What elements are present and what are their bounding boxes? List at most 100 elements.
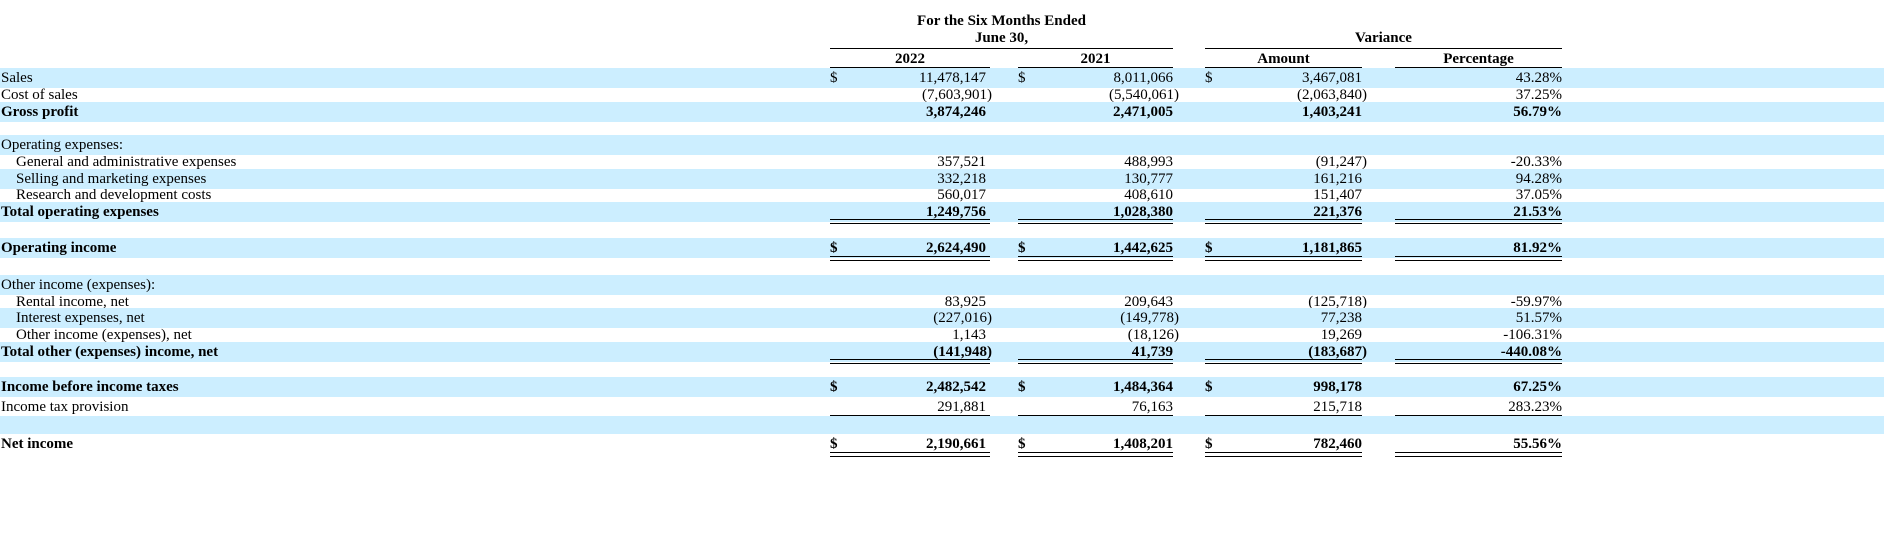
col-header-2022: 2022 <box>895 51 925 67</box>
value-amount: (125,718) <box>1308 294 1367 310</box>
col-percentage-rule <box>1395 67 1562 68</box>
value-amount: 151,407 <box>1313 187 1362 203</box>
value-amount: 19,269 <box>1320 327 1362 343</box>
value-2022: (7,603,901) <box>922 87 992 103</box>
total-double-rule <box>830 256 990 261</box>
value-2021: 1,028,380 <box>1113 204 1173 220</box>
period-header-line1: For the Six Months Ended <box>917 13 1086 29</box>
total-double-rule <box>1018 359 1173 364</box>
value-2022: 560,017 <box>937 187 986 203</box>
table-row-tax-provision: Income tax provision 291,881 76,163 215,… <box>0 397 1884 417</box>
value-2021: 8,011,066 <box>1113 70 1173 86</box>
total-double-rule <box>1018 452 1173 457</box>
value-amount: (91,247) <box>1315 154 1367 170</box>
table-row-total-other: Total other (expenses) income, net (141,… <box>0 342 1884 362</box>
row-label: Research and development costs <box>16 187 212 203</box>
total-double-rule <box>1205 256 1362 261</box>
total-double-rule <box>1395 452 1562 457</box>
value-2022: 1,249,756 <box>926 204 986 220</box>
value-amount: 3,467,081 <box>1302 70 1362 86</box>
value-percentage: 55.56% <box>1513 436 1562 452</box>
value-2022: 2,624,490 <box>926 240 986 256</box>
col-header-percentage: Percentage <box>1443 51 1514 67</box>
value-percentage: 21.53% <box>1513 204 1562 220</box>
value-percentage: 43.28% <box>1515 70 1562 86</box>
value-2021: 1,408,201 <box>1113 436 1173 452</box>
total-double-rule <box>1205 359 1362 364</box>
subtotal-rule-2021 <box>1018 415 1173 416</box>
value-2022: 1,143 <box>952 327 986 343</box>
value-percentage: 81.92% <box>1513 240 1562 256</box>
col-2022-rule <box>830 67 990 68</box>
row-label: Income tax provision <box>1 399 129 415</box>
value-amount: 221,376 <box>1313 204 1362 220</box>
value-2021: 2,471,005 <box>1113 104 1173 120</box>
total-double-rule <box>830 359 990 364</box>
value-2021: 1,442,625 <box>1113 240 1173 256</box>
currency-sign: $ <box>1018 436 1026 452</box>
row-label: Income before income taxes <box>1 379 179 395</box>
table-row-total-operating-expenses: Total operating expenses 1,249,756 1,028… <box>0 202 1884 222</box>
section-header-operating-expenses: Operating expenses: <box>0 135 1884 155</box>
value-2021: 488,993 <box>1124 154 1173 170</box>
value-amount: 1,403,241 <box>1302 104 1362 120</box>
value-2022: 3,874,246 <box>926 104 986 120</box>
section-header-other-income: Other income (expenses): <box>0 275 1884 295</box>
value-percentage: 67.25% <box>1513 379 1562 395</box>
subtotal-rule-percentage <box>1395 415 1562 416</box>
spacer-row <box>0 416 1884 434</box>
currency-sign: $ <box>830 436 838 452</box>
value-2022: 83,925 <box>944 294 986 310</box>
value-2022: 332,218 <box>937 171 986 187</box>
table-row-gross-profit: Gross profit 3,874,246 2,471,005 1,403,2… <box>0 102 1884 122</box>
total-double-rule <box>1018 256 1173 261</box>
subtotal-rule-2022 <box>830 415 990 416</box>
table-row-income-before-taxes: Income before income taxes $ 2,482,542 $… <box>0 377 1884 397</box>
table-row-net-income: Net income $ 2,190,661 $ 1,408,201 $ 782… <box>0 434 1884 454</box>
value-amount: (183,687) <box>1308 344 1367 360</box>
value-amount: 77,238 <box>1320 310 1362 326</box>
value-2021: (149,778) <box>1120 310 1179 326</box>
variance-header-rule <box>1205 48 1562 49</box>
col-header-2021: 2021 <box>1080 51 1111 67</box>
value-amount: 161,216 <box>1313 171 1362 187</box>
table-row-selling-marketing: Selling and marketing expenses 332,218 1… <box>0 169 1884 189</box>
value-amount: (2,063,840) <box>1297 87 1367 103</box>
row-label: Cost of sales <box>1 87 78 103</box>
row-label: Gross profit <box>1 104 79 120</box>
total-double-rule <box>1205 452 1362 457</box>
col-amount-rule <box>1205 67 1362 68</box>
value-percentage: 94.28% <box>1515 171 1562 187</box>
row-label: Other income (expenses), net <box>16 327 192 343</box>
value-percentage: 283.23% <box>1508 399 1562 415</box>
total-double-rule <box>1395 256 1562 261</box>
value-percentage: -59.97% <box>1510 294 1562 310</box>
total-double-rule <box>830 219 990 224</box>
currency-sign: $ <box>1205 70 1213 86</box>
value-percentage: 37.25% <box>1515 87 1562 103</box>
table-row-interest-expenses: Interest expenses, net (227,016) (149,77… <box>0 308 1884 328</box>
total-double-rule <box>830 452 990 457</box>
value-2022: 11,478,147 <box>919 70 986 86</box>
value-amount: 782,460 <box>1313 436 1362 452</box>
period-header-rule <box>830 48 1173 49</box>
value-percentage: 37.05% <box>1515 187 1562 203</box>
total-double-rule <box>1395 359 1562 364</box>
currency-sign: $ <box>1018 70 1026 86</box>
row-label: Operating expenses: <box>1 137 124 153</box>
total-double-rule <box>1395 219 1562 224</box>
row-label: Interest expenses, net <box>16 310 145 326</box>
value-2021: 41,739 <box>1131 344 1173 360</box>
value-2021: 1,484,364 <box>1113 379 1173 395</box>
currency-sign: $ <box>1205 436 1213 452</box>
table-row-general-administrative: General and administrative expenses 357,… <box>0 152 1884 172</box>
value-percentage: -106.31% <box>1503 327 1562 343</box>
currency-sign: $ <box>830 379 838 395</box>
currency-sign: $ <box>1018 379 1026 395</box>
value-percentage: 51.57% <box>1515 310 1562 326</box>
value-2022: 2,482,542 <box>926 379 986 395</box>
value-percentage: -20.33% <box>1510 154 1562 170</box>
table-row-cost-of-sales: Cost of sales (7,603,901) (5,540,061) (2… <box>0 85 1884 105</box>
row-label: Total operating expenses <box>1 204 159 220</box>
row-label: Rental income, net <box>16 294 129 310</box>
